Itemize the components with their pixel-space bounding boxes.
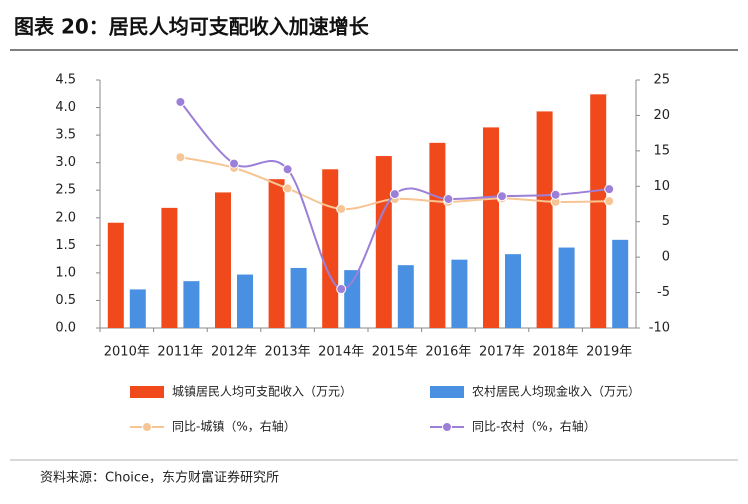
y-tick-label: 1.5 (55, 238, 76, 253)
legend-swatch-marker (442, 422, 452, 432)
bar (290, 267, 307, 328)
x-tick-label: 2011年 (157, 345, 203, 360)
line-marker (443, 194, 454, 205)
line-marker (282, 183, 293, 194)
legend-label: 同比-农村（%，右轴） (472, 419, 596, 434)
x-tick-label: 2017年 (479, 345, 525, 360)
bar (107, 222, 124, 328)
line-marker (336, 203, 347, 214)
bar (183, 281, 200, 328)
x-tick-label: 2014年 (318, 345, 364, 360)
y-tick-label: 2.5 (55, 183, 76, 198)
y-tick-label: 0.5 (55, 293, 76, 308)
y2-tick-label: 0 (662, 250, 670, 265)
y-tick-label: 0.0 (55, 321, 76, 336)
line-marker (389, 189, 400, 200)
legend-label: 城镇居民人均可支配收入（万元） (172, 385, 352, 399)
bar (483, 127, 499, 328)
x-tick-label: 2015年 (372, 345, 418, 360)
x-tick-label: 2013年 (265, 345, 311, 360)
x-tick-label: 2018年 (533, 345, 579, 360)
line-marker (550, 189, 561, 200)
x-tick-label: 2010年 (104, 345, 150, 360)
bar (612, 239, 629, 328)
x-tick-label: 2019年 (586, 345, 632, 360)
source-note: 资料来源：Choice，东方财富证券研究所 (40, 470, 279, 486)
line-marker (282, 164, 293, 175)
y2-tick-label: 25 (653, 73, 670, 88)
line-marker (604, 196, 615, 207)
line-marker (175, 152, 186, 163)
bar (344, 270, 361, 328)
bar (505, 254, 521, 328)
bar (558, 247, 575, 328)
bar (129, 289, 146, 328)
line-marker (175, 96, 186, 107)
y2-tick-label: 10 (653, 179, 670, 194)
bar (161, 207, 178, 328)
y-tick-label: 3.0 (55, 155, 76, 170)
legend-swatch-marker (142, 422, 152, 432)
bar (536, 111, 553, 328)
legend-label: 农村居民人均现金收入（万元） (472, 384, 640, 399)
chart-title: 图表 20：居民人均可支配收入加速增长 (14, 15, 370, 39)
line-marker (336, 284, 347, 295)
line-marker (604, 184, 615, 195)
y-tick-label: 4.0 (55, 100, 76, 115)
y-tick-label: 2.0 (55, 210, 76, 225)
bar (397, 265, 414, 328)
line-marker (229, 158, 239, 169)
bar (322, 169, 339, 328)
y2-tick-label: -10 (649, 321, 670, 336)
line (179, 101, 610, 291)
bar (375, 156, 392, 328)
bar (590, 94, 607, 328)
x-tick-label: 2016年 (425, 345, 471, 360)
y-tick-label: 3.5 (55, 128, 76, 143)
y2-tick-label: 15 (653, 143, 670, 158)
x-tick-label: 2012年 (211, 345, 257, 360)
legend-label: 同比-城镇（%，右轴） (172, 419, 296, 434)
legend-swatch (130, 386, 164, 398)
y-tick-label: 4.5 (55, 73, 76, 88)
bar (268, 179, 285, 328)
bar (215, 192, 231, 328)
y2-tick-label: 20 (653, 108, 670, 123)
y2-tick-label: 5 (662, 214, 670, 229)
y2-tick-label: -5 (657, 285, 670, 300)
bar (429, 142, 446, 328)
bar (451, 259, 468, 328)
bar (237, 274, 253, 328)
legend-swatch (430, 386, 464, 398)
y-tick-label: 1.0 (55, 265, 76, 280)
line-marker (497, 191, 507, 202)
